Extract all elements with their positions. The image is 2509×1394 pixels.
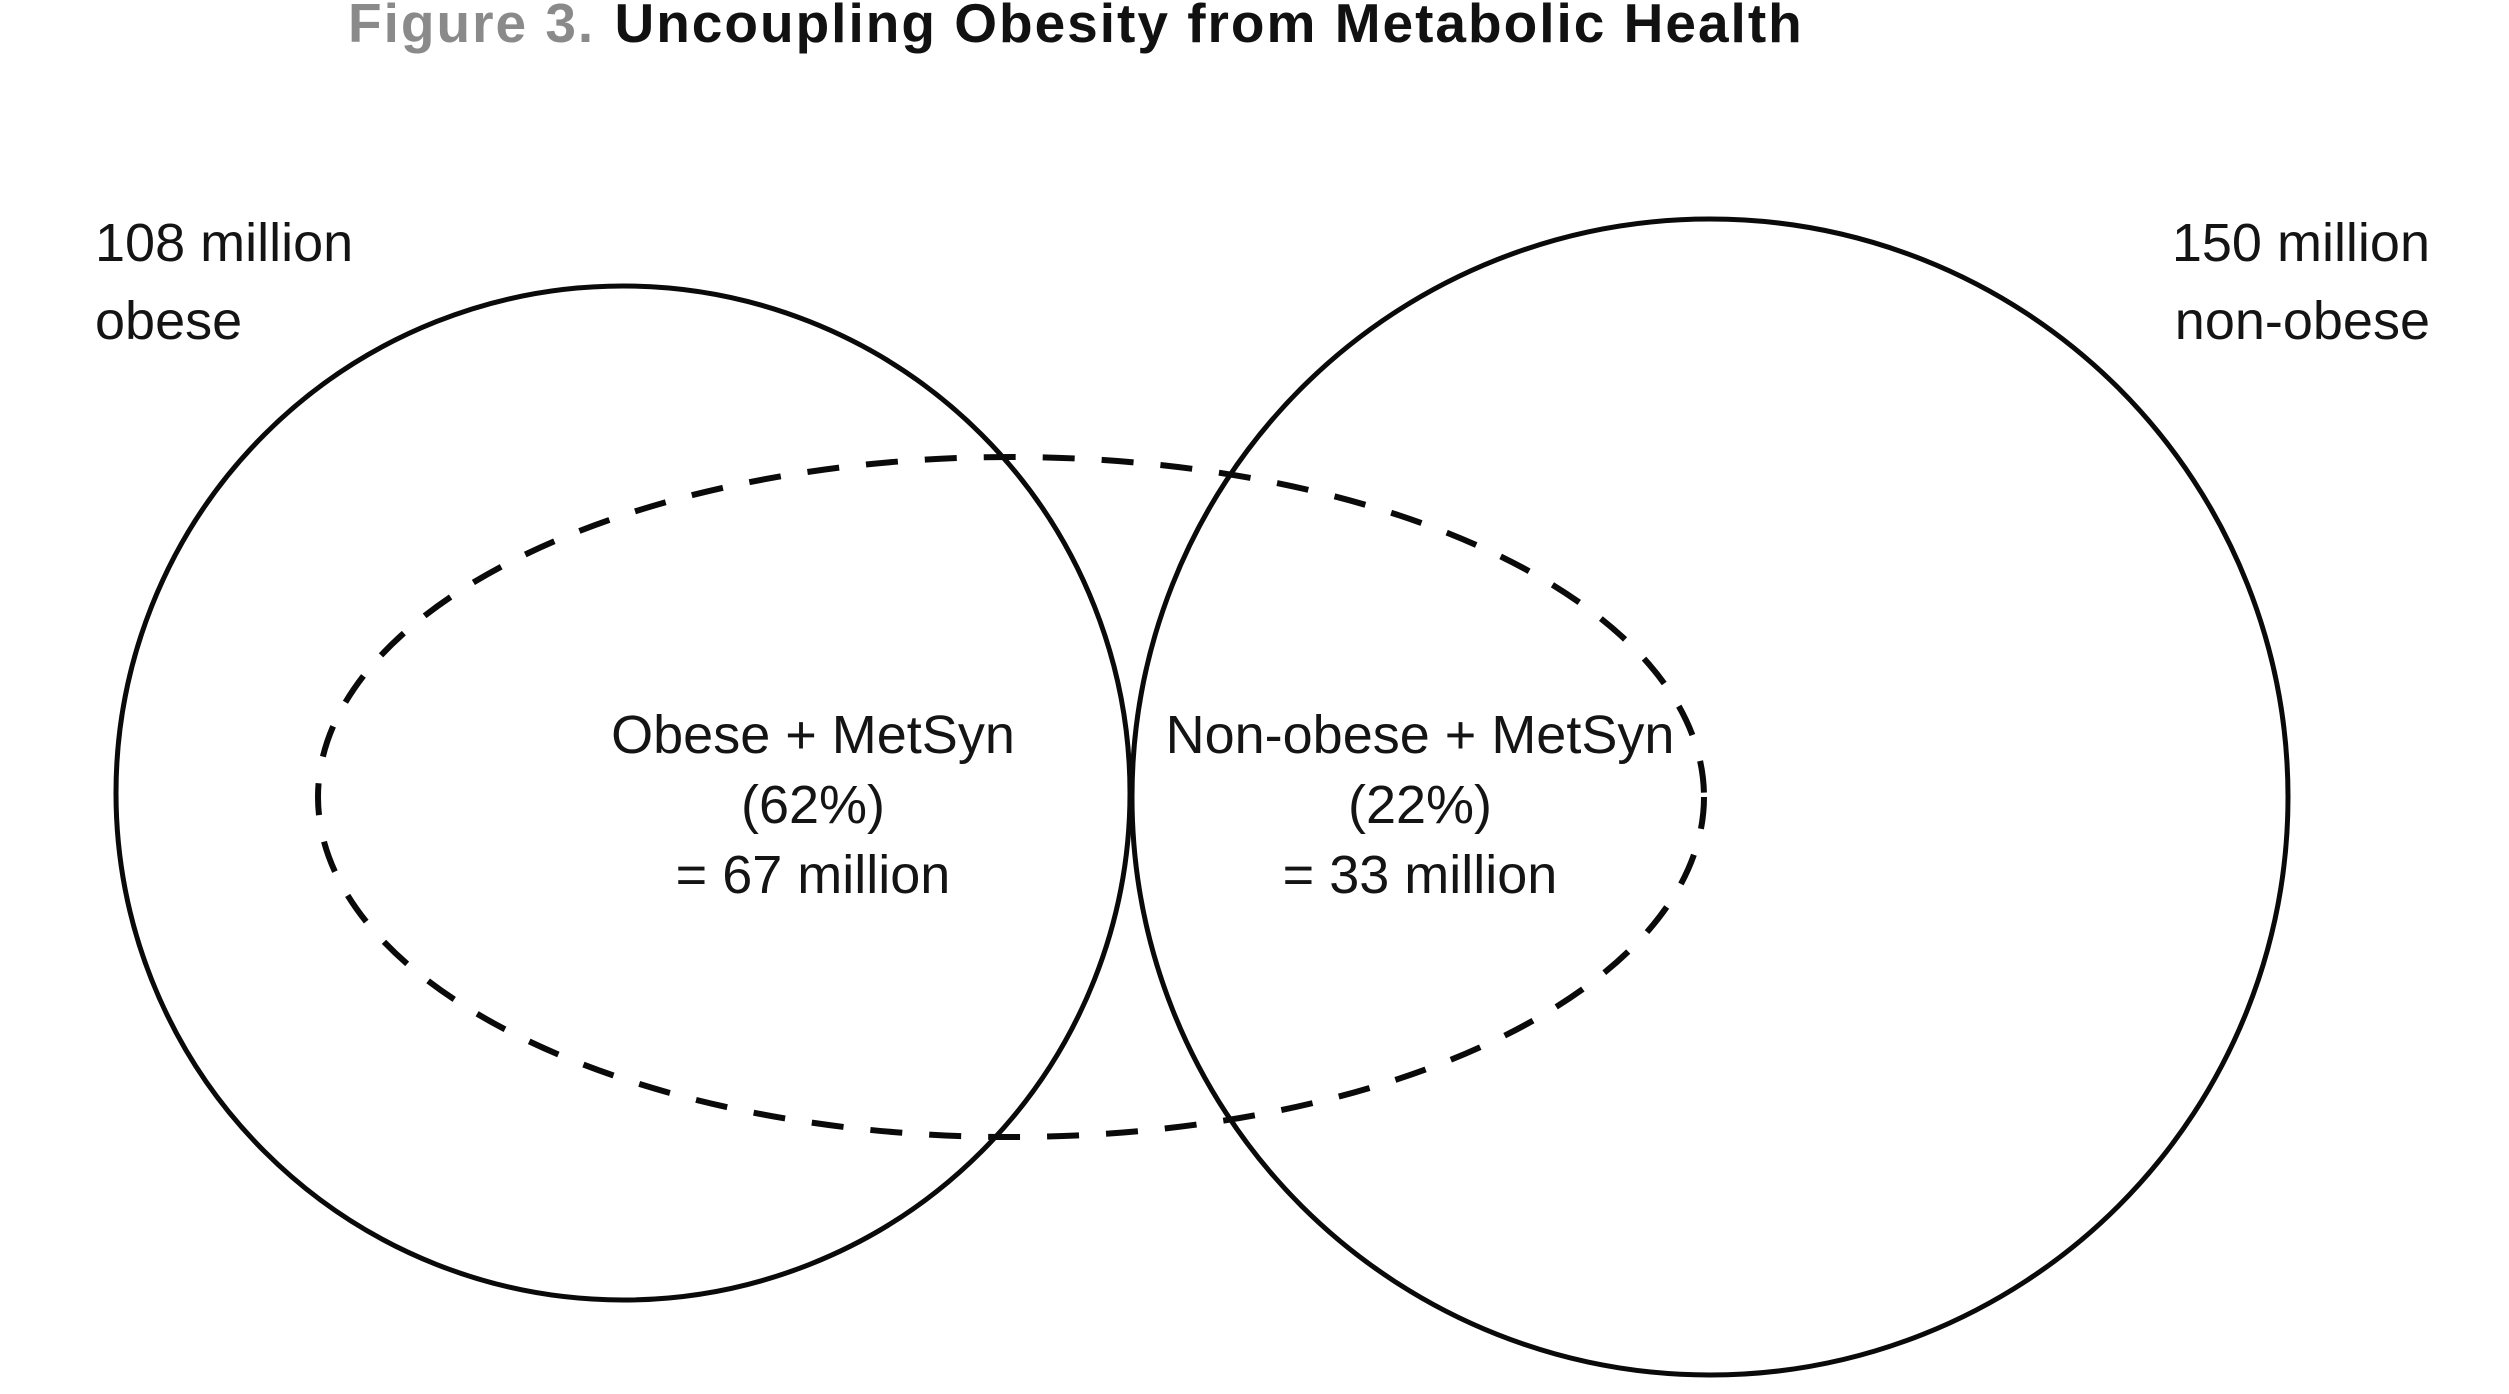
obese-set-label: 108 million obese [95, 204, 353, 360]
obese-metsyn-title-line: Obese + MetSyn [611, 705, 1015, 765]
non-obese-name-line: non-obese [2174, 291, 2430, 351]
non-obese-metsyn-title-line: Non-obese + MetSyn [1165, 705, 1675, 765]
non-obese-circle [1129, 216, 2291, 1378]
figure-title-text: Uncoupling Obesity from Metabolic Health [614, 0, 1804, 54]
figure-title: Figure 3. Uncoupling Obesity from Metabol… [348, 0, 1804, 52]
non-obese-metsyn-label: Non-obese + MetSyn (22%) = 33 million [1166, 700, 1675, 910]
metsyn-dashed-ellipse [315, 454, 1707, 1140]
non-obese-metsyn-percent-line: (22%) [1347, 775, 1493, 835]
obese-name-line: obese [95, 291, 243, 351]
obese-count-line: 108 million [95, 213, 354, 273]
non-obese-set-label: 150 million non-obese [2172, 204, 2430, 360]
obese-metsyn-count-line: = 67 million [675, 845, 951, 905]
obese-metsyn-percent-line: (62%) [740, 775, 886, 835]
obese-metsyn-label: Obese + MetSyn (62%) = 67 million [611, 700, 1015, 910]
figure-number-label: Figure 3. [348, 0, 596, 54]
non-obese-count-line: 150 million [2171, 213, 2430, 273]
non-obese-metsyn-count-line: = 33 million [1282, 845, 1558, 905]
